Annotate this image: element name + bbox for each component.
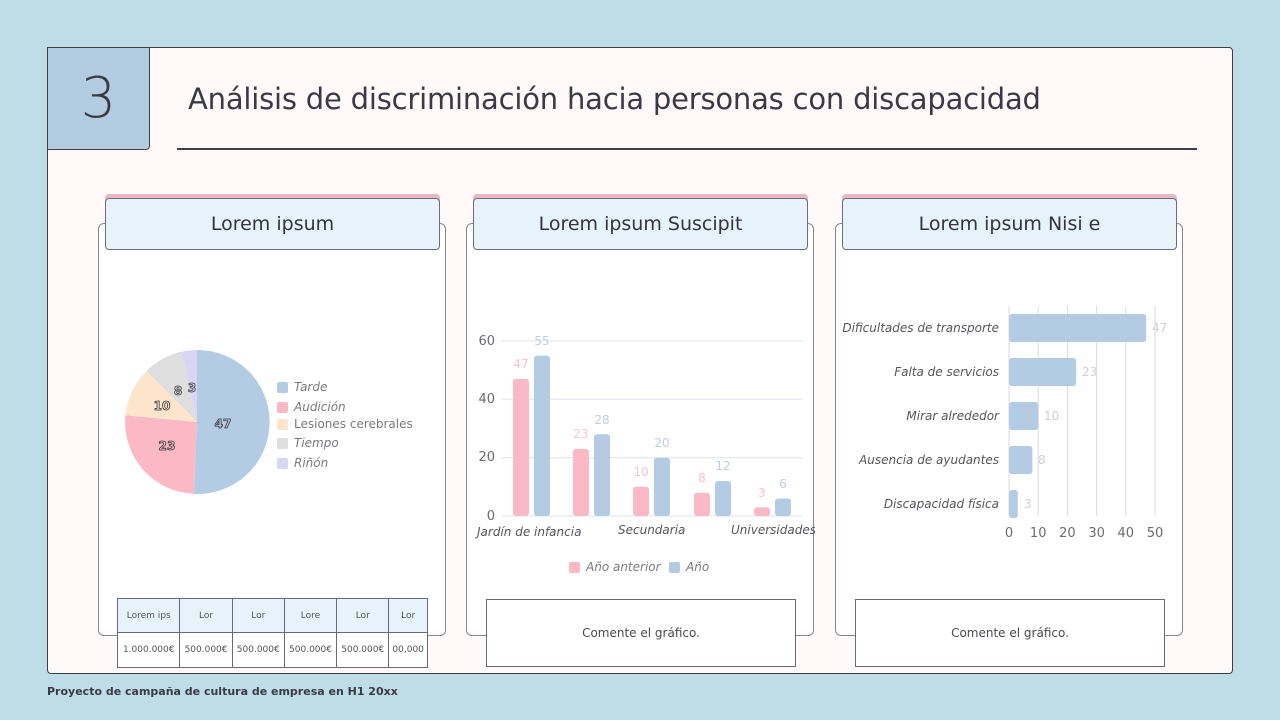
legend-swatch [277, 401, 288, 413]
grouped-bar-chart: 60 40 20 0 47 [475, 334, 816, 539]
comment-box[interactable]: Comente el gráfico. [855, 599, 1165, 667]
table-header-cell: Lorem ips [116, 598, 181, 633]
svg-text:47: 47 [513, 357, 528, 371]
svg-text:Secundaria: Secundaria [618, 523, 685, 537]
svg-text:20: 20 [654, 436, 669, 450]
svg-text:Falta de servicios: Falta de servicios [894, 365, 999, 379]
svg-text:23: 23 [1082, 365, 1097, 379]
legend-item-tiempo: Tiempo [277, 436, 339, 450]
pie-chart: 47 23 10 8 3 [125, 349, 270, 494]
pie-slice-lesiones [125, 371, 197, 422]
legend-item-lesiones: Lesiones cerebrales [277, 417, 413, 431]
svg-text:30: 30 [1088, 526, 1105, 541]
svg-text:Mirar alrededor: Mirar alrededor [906, 409, 1000, 423]
svg-text:8: 8 [698, 471, 706, 485]
svg-text:10: 10 [1044, 409, 1059, 423]
legend-item-ano-anterior: Año anterior [569, 560, 661, 574]
pie-slice-audicion [125, 415, 197, 494]
table-cell: 500.000€ [283, 632, 338, 668]
legend-item-tarde: Tarde [277, 380, 327, 394]
svg-text:20: 20 [478, 450, 495, 465]
table-cell: 500.000€ [336, 632, 390, 668]
pie-slice-rinon [181, 349, 197, 422]
svg-text:Jardín de infancia: Jardín de infancia [475, 525, 581, 539]
table-cell: 500.000€ [179, 632, 233, 668]
svg-text:47: 47 [1152, 321, 1167, 335]
svg-text:8: 8 [174, 384, 182, 398]
card-hbar-chart: Lorem ipsum Nisi e [835, 198, 1183, 667]
svg-text:8: 8 [1038, 453, 1046, 467]
title-divider [177, 148, 1197, 150]
legend-swatch [669, 561, 680, 573]
section-number: 3 [47, 47, 150, 150]
svg-text:40: 40 [478, 392, 495, 407]
svg-text:28: 28 [594, 413, 609, 427]
legend-swatch [277, 418, 288, 430]
table-cell: 1.000.000€ [116, 632, 181, 668]
table-header-cell: Lor [336, 598, 390, 633]
data-table: Lorem ips Lor Lor Lore Lor Lor 1.000.000… [116, 598, 428, 668]
svg-text:0: 0 [487, 509, 495, 524]
card-header: Lorem ipsum [105, 198, 440, 250]
svg-text:12: 12 [715, 459, 730, 473]
svg-text:Universidades: Universidades [731, 523, 815, 537]
svg-text:60: 60 [478, 334, 495, 349]
svg-text:23: 23 [573, 427, 588, 441]
pie-slice-tarde [193, 349, 270, 494]
svg-text:10: 10 [633, 465, 648, 479]
table-cell: 500.000€ [231, 632, 285, 668]
legend-swatch [569, 561, 580, 573]
legend-item-audicion: Audición [277, 400, 346, 414]
card-pie-chart: Lorem ipsum 47 23 10 8 3 Tarde [98, 198, 446, 668]
card-header: Lorem ipsum Nisi e [842, 198, 1177, 250]
horizontal-bar-chart: 47 23 10 8 3 Dificultades de transporte … [842, 306, 1167, 541]
legend-swatch [277, 381, 288, 393]
svg-text:47: 47 [215, 417, 232, 431]
table-cell: 00,000 [388, 632, 428, 668]
pie-slice-tiempo [146, 351, 197, 422]
svg-text:55: 55 [534, 334, 549, 348]
svg-text:10: 10 [154, 399, 171, 413]
svg-text:23: 23 [159, 439, 176, 453]
svg-text:3: 3 [758, 486, 766, 500]
svg-text:20: 20 [1059, 526, 1076, 541]
svg-text:0: 0 [1005, 526, 1013, 541]
comment-box[interactable]: Comente el gráfico. [486, 599, 796, 667]
table-header-cell: Lor [388, 598, 428, 633]
card-header: Lorem ipsum Suscipit [473, 198, 808, 250]
legend-swatch [277, 437, 288, 449]
table-header-cell: Lor [231, 598, 285, 633]
svg-text:Dificultades de transporte: Dificultades de transporte [842, 321, 999, 335]
svg-text:10: 10 [1030, 526, 1047, 541]
svg-text:3: 3 [188, 381, 196, 395]
footer-text: Proyecto de campaña de cultura de empres… [47, 685, 398, 698]
svg-text:40: 40 [1118, 526, 1135, 541]
table-header-cell: Lore [283, 598, 338, 633]
slide-frame: 3 Análisis de discriminación hacia perso… [47, 47, 1233, 674]
table-header-cell: Lor [179, 598, 233, 633]
card-bar-chart: Lorem ipsum Suscipit 60 40 20 0 [466, 198, 816, 667]
legend-swatch [277, 457, 288, 469]
svg-text:6: 6 [779, 477, 787, 491]
page-title: Análisis de discriminación hacia persona… [188, 82, 1041, 116]
svg-text:50: 50 [1147, 526, 1164, 541]
legend-item-rinon: Riñón [277, 456, 328, 470]
svg-text:Discapacidad física: Discapacidad física [884, 497, 999, 511]
svg-text:3: 3 [1024, 497, 1032, 511]
svg-text:Ausencia de ayudantes: Ausencia de ayudantes [858, 453, 999, 467]
legend-item-ano: Año [669, 560, 709, 574]
